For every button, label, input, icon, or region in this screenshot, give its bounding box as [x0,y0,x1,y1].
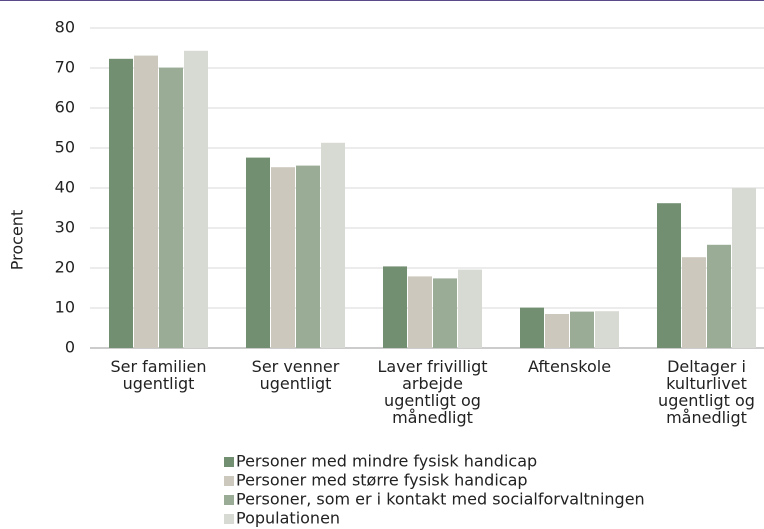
legend-label: Personer med større fysisk handicap [236,471,528,490]
bar [159,67,183,348]
bar [595,311,619,348]
legend-swatch [224,457,234,467]
x-tick-label: Aftenskole [527,357,612,376]
x-tick-label: Deltager i kulturlivet ugentligt og måne… [658,357,755,427]
y-tick-label: 50 [55,138,75,157]
y-tick-label: 10 [55,298,75,317]
bar [184,50,208,349]
bar [520,307,544,348]
bar [545,314,569,348]
y-tick-label: 20 [55,258,75,277]
bar [296,165,320,348]
bar [570,311,594,348]
legend-label: Personer med mindre fysisk handicap [236,452,537,471]
bar [134,55,158,348]
bar [109,58,133,349]
bar [682,257,706,348]
legend-swatch [224,476,234,486]
y-tick-label: 30 [55,218,75,237]
legend-swatch [224,514,234,524]
x-tick-label: Ser familien ugentligt [110,357,207,393]
bar [657,203,681,348]
y-tick-label: 60 [55,98,75,117]
y-tick-label: 0 [65,338,75,357]
legend-swatch [224,495,234,505]
y-tick-label: 70 [55,58,75,77]
y-axis-label: Procent [8,210,27,270]
bar [707,244,731,348]
x-tick-label: Ser venner ugentligt [251,357,340,393]
y-tick-label: 80 [55,18,75,37]
bar [458,269,482,348]
bar [271,167,295,348]
x-tick-label: Laver frivilligt arbejde ugentligt og må… [377,357,488,427]
legend-label: Personer, som er i kontakt med socialfor… [236,490,645,509]
bar [246,157,270,348]
bar [321,142,345,348]
y-tick-label: 40 [55,178,75,197]
bar [433,278,457,348]
bar [383,266,407,348]
bar [408,276,432,348]
bar [732,188,756,348]
legend-label: Populationen [236,509,340,528]
